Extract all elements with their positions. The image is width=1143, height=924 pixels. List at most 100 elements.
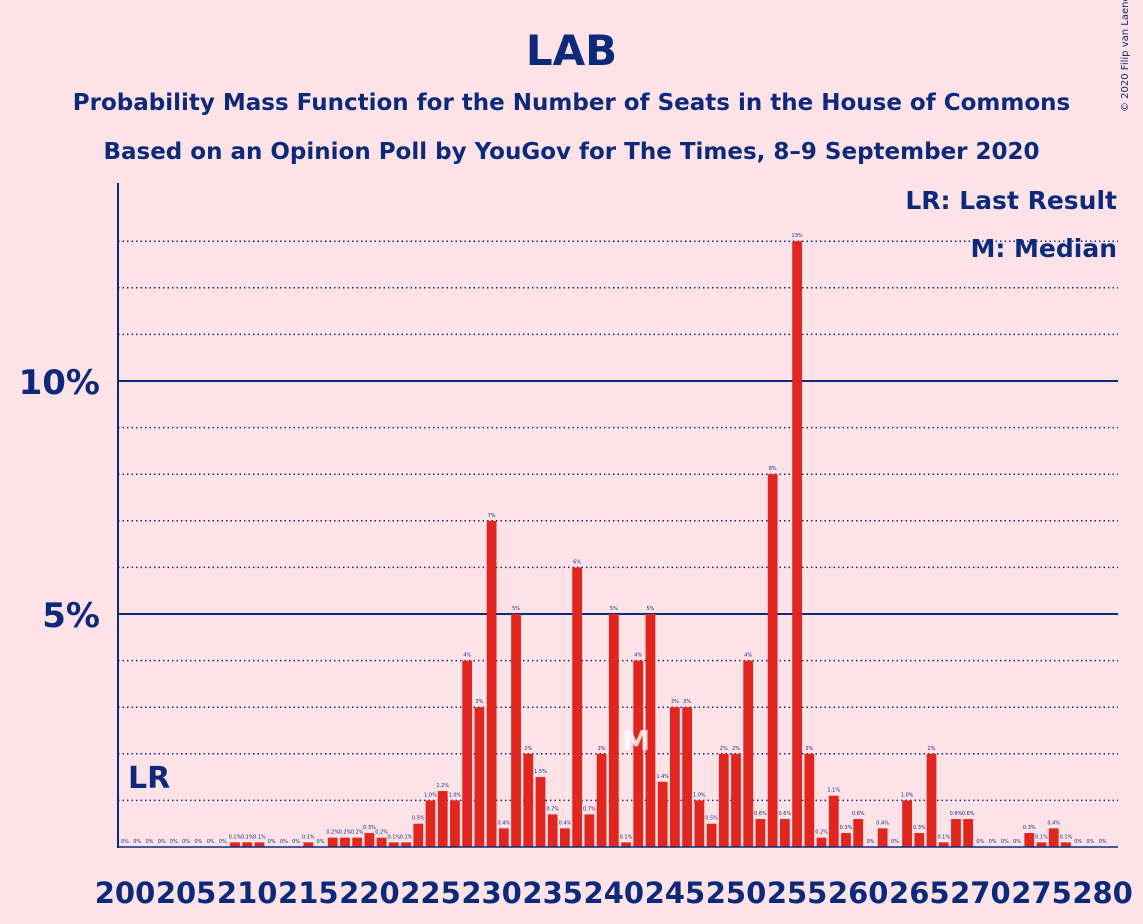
- bar: [816, 837, 827, 847]
- bar-label: 0.1%: [229, 834, 242, 840]
- bar-label: 0.1%: [937, 834, 950, 840]
- bar-label: 0.6%: [962, 811, 975, 817]
- bar: [498, 828, 509, 847]
- bar-label: 0.1%: [1060, 834, 1073, 840]
- bar-label: 0%: [219, 839, 227, 845]
- bar-label: 0%: [268, 839, 276, 845]
- bar: [694, 800, 705, 847]
- bar-label: 5%: [610, 606, 618, 612]
- bar-label: 13%: [792, 233, 803, 239]
- last-result-marker: LR: [128, 761, 170, 796]
- bar-label: 0%: [207, 839, 215, 845]
- bar-label: 0.2%: [815, 830, 828, 836]
- bar-label: 0%: [121, 839, 129, 845]
- x-tick-label: 200: [95, 876, 156, 910]
- bar: [584, 814, 595, 847]
- bar: [608, 614, 619, 847]
- bar: [914, 833, 925, 847]
- bar-label: 0%: [170, 839, 178, 845]
- bar-label: 0.3%: [1023, 825, 1036, 831]
- bar-label: 0.1%: [400, 834, 413, 840]
- bar-label: 1.0%: [693, 792, 706, 798]
- bar: [926, 753, 937, 847]
- bar: [523, 753, 534, 847]
- bar: [633, 660, 644, 847]
- bar: [437, 791, 448, 847]
- bar-label: 4%: [744, 653, 752, 659]
- bar-label: 2%: [524, 746, 532, 752]
- bar: [853, 819, 864, 847]
- bar: [1036, 842, 1047, 847]
- bar: [596, 753, 607, 847]
- bar: [413, 823, 424, 847]
- bar: [792, 241, 802, 847]
- bar-label: 0.4%: [559, 820, 572, 826]
- median-marker: M: [622, 724, 650, 757]
- bar-label: 1.1%: [827, 788, 840, 794]
- bar-label: 0%: [145, 839, 153, 845]
- bar-label: 0.3%: [913, 825, 926, 831]
- bar: [951, 819, 961, 847]
- bar-label: 0.7%: [583, 806, 596, 812]
- bar-label: 0.5%: [412, 816, 425, 822]
- x-tick-label: 220: [339, 876, 400, 910]
- bar-label: 0.6%: [852, 811, 865, 817]
- y-tick-label: 5%: [42, 596, 100, 636]
- bar-label: 0.2%: [326, 830, 339, 836]
- bar-label: 0%: [1001, 839, 1009, 845]
- bar-label: 0%: [891, 839, 899, 845]
- chart-title: LAB: [525, 26, 618, 75]
- bar: [450, 800, 460, 847]
- legend: LR: Last Result M: Median: [905, 186, 1117, 263]
- bar-label: 0%: [158, 839, 166, 845]
- bar: [340, 837, 350, 847]
- x-tick-label: 225: [400, 876, 461, 910]
- x-tick-label: 275: [1011, 876, 1072, 910]
- bar-label: 0.5%: [705, 816, 718, 822]
- bar-label: 0.7%: [546, 806, 559, 812]
- bar-label: 7%: [488, 513, 496, 519]
- bar: [670, 707, 680, 847]
- bar: [682, 707, 693, 847]
- bar-label: 0.3%: [363, 825, 376, 831]
- bar: [560, 828, 570, 847]
- bar: [535, 777, 546, 847]
- x-tick-label: 250: [706, 876, 767, 910]
- x-tick-label: 230: [461, 876, 522, 910]
- bar: [401, 842, 411, 847]
- bar: [1024, 833, 1035, 847]
- bars: [230, 241, 1071, 847]
- bar-label: 6%: [573, 559, 581, 565]
- bar: [547, 814, 558, 847]
- bar-label: 1.0%: [901, 792, 914, 798]
- bar: [645, 614, 656, 847]
- x-tick-label: 270: [950, 876, 1011, 910]
- bar-label: 0%: [1074, 839, 1082, 845]
- bar: [828, 795, 839, 847]
- bar: [376, 837, 387, 847]
- bar-label: 3%: [683, 699, 691, 705]
- legend-entry: LR: Last Result: [905, 186, 1117, 215]
- bar: [902, 800, 912, 847]
- bar-label: 0.1%: [1035, 834, 1048, 840]
- x-tick-label: 265: [889, 876, 950, 910]
- bar: [254, 842, 265, 847]
- bar: [352, 837, 363, 847]
- bar-label: 0.6%: [950, 811, 963, 817]
- bar-label: 1.4%: [656, 774, 669, 780]
- chart-source-line: Based on an Opinion Poll by YouGov for T…: [103, 139, 1040, 165]
- chart-subtitle: Probability Mass Function for the Number…: [72, 90, 1071, 116]
- bar: [804, 753, 815, 847]
- bar: [657, 781, 668, 847]
- tick-labels: 5% 10% 200 205 210 215 220 225 230 235 240 245 250 25…: [19, 363, 1133, 910]
- bar-label: 0.1%: [302, 834, 315, 840]
- x-tick-label: 235: [522, 876, 583, 910]
- bar-label: 0.6%: [754, 811, 767, 817]
- x-tick-label: 280: [1072, 876, 1133, 910]
- bar: [779, 819, 790, 847]
- bar-label: 0.2%: [351, 830, 364, 836]
- bar-label: 0%: [1086, 839, 1094, 845]
- bar-label: 4%: [634, 653, 642, 659]
- bar: [731, 753, 741, 847]
- bar: [1048, 828, 1059, 847]
